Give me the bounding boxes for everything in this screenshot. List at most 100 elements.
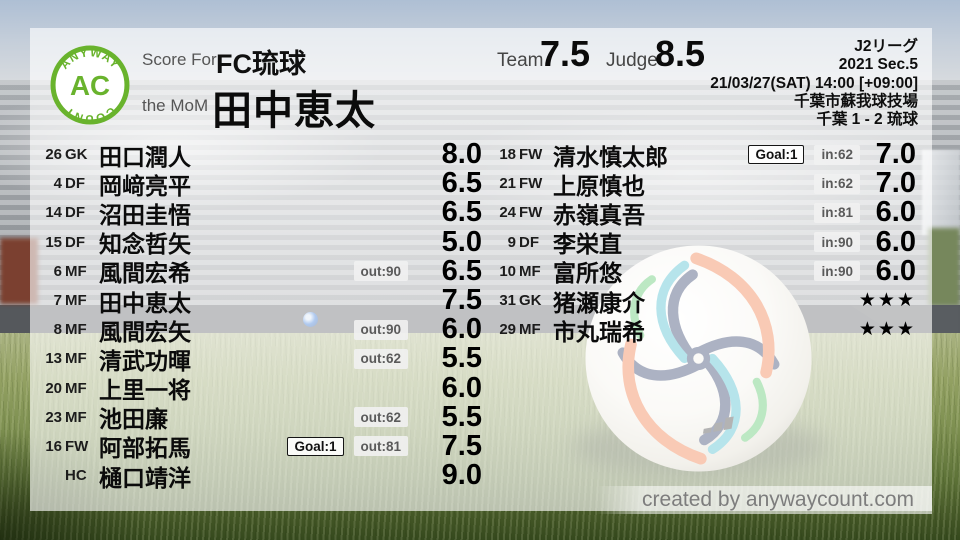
player-position: MF: [519, 262, 541, 280]
player-number: 24: [499, 204, 516, 222]
logo-ring: [50, 45, 130, 125]
player-position: MF: [519, 321, 541, 339]
player-rating: 6.0: [875, 225, 916, 258]
player-rating: 9.0: [441, 459, 482, 492]
player-row: 8 MF 風間宏矢 out:90 6.0: [36, 313, 482, 346]
player-rating: 7.0: [875, 138, 916, 171]
player-name: 富所悠: [553, 260, 622, 287]
player-rating: ★★★: [858, 290, 916, 312]
player-number: 9: [507, 233, 516, 251]
anywaycount-logo: ANYWAY COUNT AC: [50, 45, 130, 125]
player-name: 樋口靖洋: [99, 464, 191, 491]
player-position: FW: [519, 146, 543, 164]
substitutes-column: 18 FW 清水慎太郎 Goal:1 in:62 7.0 21 FW 上原慎也 …: [490, 138, 916, 345]
sub-on-off-badge: in:90: [814, 232, 860, 253]
player-name: 上里一将: [99, 377, 191, 404]
player-name: 市丸瑞希: [553, 318, 645, 345]
sub-on-off-badge: out:90: [353, 261, 408, 282]
player-number: 7: [53, 292, 62, 310]
player-position: DF: [65, 233, 85, 251]
player-position: MF: [65, 379, 87, 397]
player-row: 16 FW 阿部拓馬 Goal:1 out:81 7.5: [36, 429, 482, 462]
player-number: 29: [499, 321, 516, 339]
player-name: 池田廉: [99, 406, 168, 433]
player-number: 6: [53, 262, 62, 280]
player-position: DF: [65, 175, 85, 193]
player-name: 清水慎太郎: [553, 143, 668, 170]
player-rating: 6.0: [441, 313, 482, 346]
player-name: 田口潤人: [99, 143, 191, 170]
player-name: 上原慎也: [553, 172, 645, 199]
player-rating: 6.0: [875, 196, 916, 229]
player-rating: 6.5: [441, 167, 482, 200]
player-name: 阿部拓馬: [99, 435, 191, 462]
player-name: 岡﨑亮平: [99, 172, 191, 199]
player-number: 13: [45, 350, 62, 368]
player-row: 21 FW 上原慎也 in:62 7.0: [490, 167, 916, 200]
player-position: FW: [519, 175, 543, 193]
logo-center-text: AC: [70, 70, 110, 101]
mom-label: the MoM: [142, 96, 209, 115]
player-position: MF: [65, 262, 87, 280]
player-position: MF: [65, 408, 87, 426]
player-name: 知念哲矢: [99, 231, 191, 258]
player-rating: 6.0: [875, 254, 916, 287]
sub-on-off-badge: in:62: [814, 173, 860, 194]
player-number: 20: [45, 379, 62, 397]
goal-badge: Goal:1: [287, 436, 344, 456]
player-rating: 6.5: [441, 196, 482, 229]
score-for-label: Score For: [142, 50, 217, 69]
mom-player-name: 田中恵太: [212, 89, 376, 133]
player-rating: 7.0: [875, 167, 916, 200]
team-score-value: 7.5: [540, 33, 591, 74]
player-name: 田中恵太: [99, 289, 191, 316]
player-number: 16: [45, 437, 62, 455]
goal-badge: Goal:1: [748, 145, 805, 165]
league-name: J2リーグ: [854, 38, 918, 55]
player-number: 26: [45, 146, 62, 164]
player-position: DF: [65, 204, 85, 222]
sub-on-off-badge: out:90: [353, 319, 408, 340]
player-row: 13 MF 清武功暉 out:62 5.5: [36, 342, 482, 375]
player-name: 清武功暉: [99, 347, 191, 374]
player-number: 21: [499, 175, 516, 193]
player-rating: 7.5: [441, 429, 482, 462]
player-row: 7 MF 田中恵太 7.5: [36, 284, 482, 316]
player-position: GK: [65, 146, 88, 164]
player-rating: 5.0: [441, 225, 482, 258]
player-rating: 5.5: [441, 400, 482, 433]
final-score: 千葉 1 - 2 琉球: [816, 111, 918, 129]
player-row: 18 FW 清水慎太郎 Goal:1 in:62 7.0: [490, 138, 916, 171]
player-number: 14: [45, 204, 62, 222]
player-name: 風間宏矢: [99, 318, 191, 345]
logo-arc-bottom-text: COUNT: [62, 104, 116, 125]
player-name: 猪瀬康介: [553, 289, 645, 316]
player-position: GK: [519, 292, 542, 310]
player-position: MF: [65, 292, 87, 310]
player-rating: 5.5: [441, 342, 482, 375]
player-number: 23: [45, 408, 62, 426]
sub-on-off-badge: in:62: [814, 144, 860, 165]
player-position: DF: [519, 233, 539, 251]
player-name: 赤嶺真吾: [553, 201, 645, 228]
svg-text:COUNT: COUNT: [62, 104, 118, 125]
player-name: 風間宏希: [99, 260, 191, 287]
player-row: 14 DF 沼田圭悟 6.5: [36, 196, 482, 229]
player-rating: ★★★: [858, 319, 916, 341]
season-round: 2021 Sec.5: [838, 56, 918, 74]
judge-score-label: Judge: [606, 50, 658, 71]
player-number: 31: [499, 292, 516, 310]
player-number: 10: [499, 262, 516, 280]
player-rating: 6.0: [441, 371, 482, 404]
player-rating: 8.0: [441, 138, 482, 171]
player-position: FW: [519, 204, 543, 222]
player-name: 沼田圭悟: [99, 201, 191, 228]
kickoff-time: 21/03/27(SAT) 14:00 [+09:00]: [710, 74, 918, 92]
match-info: J2リーグ 2021 Sec.5 21/03/27(SAT) 14:00 [+0…: [710, 38, 918, 129]
player-number: 18: [499, 146, 516, 164]
player-row: 6 MF 風間宏希 out:90 6.5: [36, 255, 482, 287]
site-credit-text: created by anywaycount.com: [642, 488, 914, 511]
player-row: 26 GK 田口潤人 8.0: [36, 138, 482, 171]
player-name: 李栄直: [553, 231, 622, 258]
